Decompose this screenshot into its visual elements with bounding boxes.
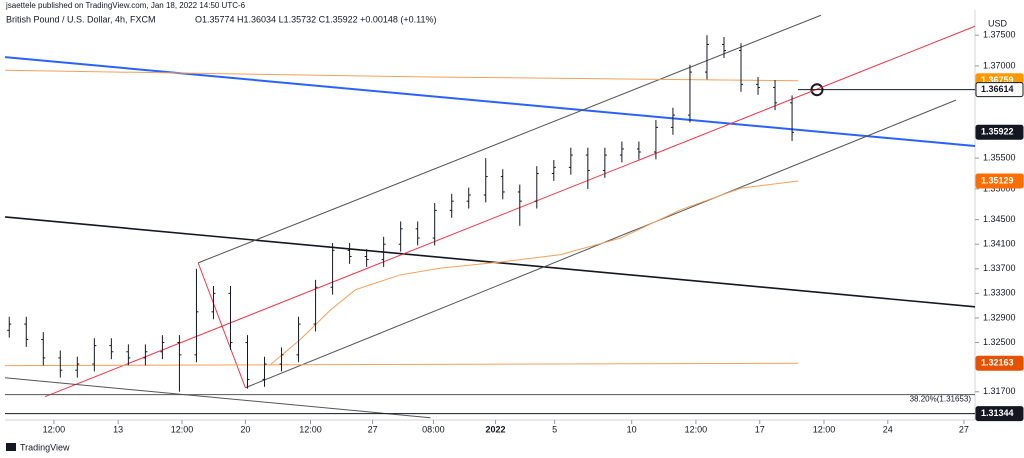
x-tick-label: 5	[552, 424, 557, 434]
x-tick-label: 13	[113, 424, 123, 434]
y-tick-label: 1.32900	[983, 312, 1016, 322]
y-tick-label: 1.37000	[983, 60, 1016, 70]
trend-line	[4, 69, 799, 82]
trend-line	[197, 14, 822, 264]
trend-line	[4, 216, 976, 308]
trend-line	[4, 377, 431, 419]
chart-title: British Pound / U.S. Dollar, 4h, FXCM	[6, 14, 156, 24]
footer-logo: TradingView	[20, 442, 70, 452]
price-badge-label: 1.36614	[981, 84, 1014, 94]
x-tick-label: 12:00	[813, 424, 836, 434]
price-badge	[975, 124, 1024, 140]
y-tick-label: 1.34100	[983, 239, 1016, 249]
x-tick-label: 27	[368, 424, 378, 434]
x-tick-label: 12:00	[43, 424, 66, 434]
y-tick-label: 1.32500	[983, 337, 1016, 347]
trend-line	[44, 25, 976, 398]
price-badge	[975, 355, 1024, 371]
x-tick-label: 17	[755, 424, 765, 434]
fib-label: 38.20%(1.31653)	[910, 395, 972, 404]
y-axis-label: USD	[988, 18, 1008, 28]
y-tick-label: 1.33700	[983, 263, 1016, 273]
chart-subtitle: O1.35774 H1.36034 L1.35732 C1.35922 +0.0…	[195, 14, 437, 24]
x-tick-label: 12:00	[171, 424, 194, 434]
x-tick-label: 20	[240, 424, 250, 434]
trend-line	[270, 180, 799, 366]
x-tick-label: 2022	[486, 424, 506, 434]
publisher: jsaettele published on TradingView.com, …	[5, 1, 246, 10]
price-badge	[975, 406, 1024, 422]
x-tick-label: 10	[627, 424, 637, 434]
price-badge-label: 1.35922	[981, 127, 1014, 137]
y-tick-label: 1.34500	[983, 214, 1016, 224]
x-tick-label: 12:00	[299, 424, 322, 434]
trend-line	[197, 262, 246, 388]
price-badge	[975, 82, 1024, 98]
trend-line	[4, 362, 799, 367]
y-tick-label: 1.33300	[983, 288, 1016, 298]
price-badge-label: 1.31344	[981, 408, 1014, 418]
price-badge-label: 1.32163	[981, 358, 1014, 368]
y-tick-label: 1.35500	[983, 153, 1016, 163]
y-tick-label: 1.37500	[983, 30, 1016, 40]
price-badge	[975, 173, 1024, 189]
x-tick-label: 12:00	[685, 424, 708, 434]
x-tick-label: 27	[959, 424, 969, 434]
x-tick-label: 24	[883, 424, 893, 434]
trend-line	[4, 56, 976, 148]
price-badge-label: 1.35129	[981, 175, 1014, 185]
y-tick-label: 1.31700	[983, 386, 1016, 396]
price-badge-label: 1.36759	[981, 75, 1014, 85]
logo-icon	[6, 443, 16, 451]
x-tick-label: 08:00	[422, 424, 445, 434]
